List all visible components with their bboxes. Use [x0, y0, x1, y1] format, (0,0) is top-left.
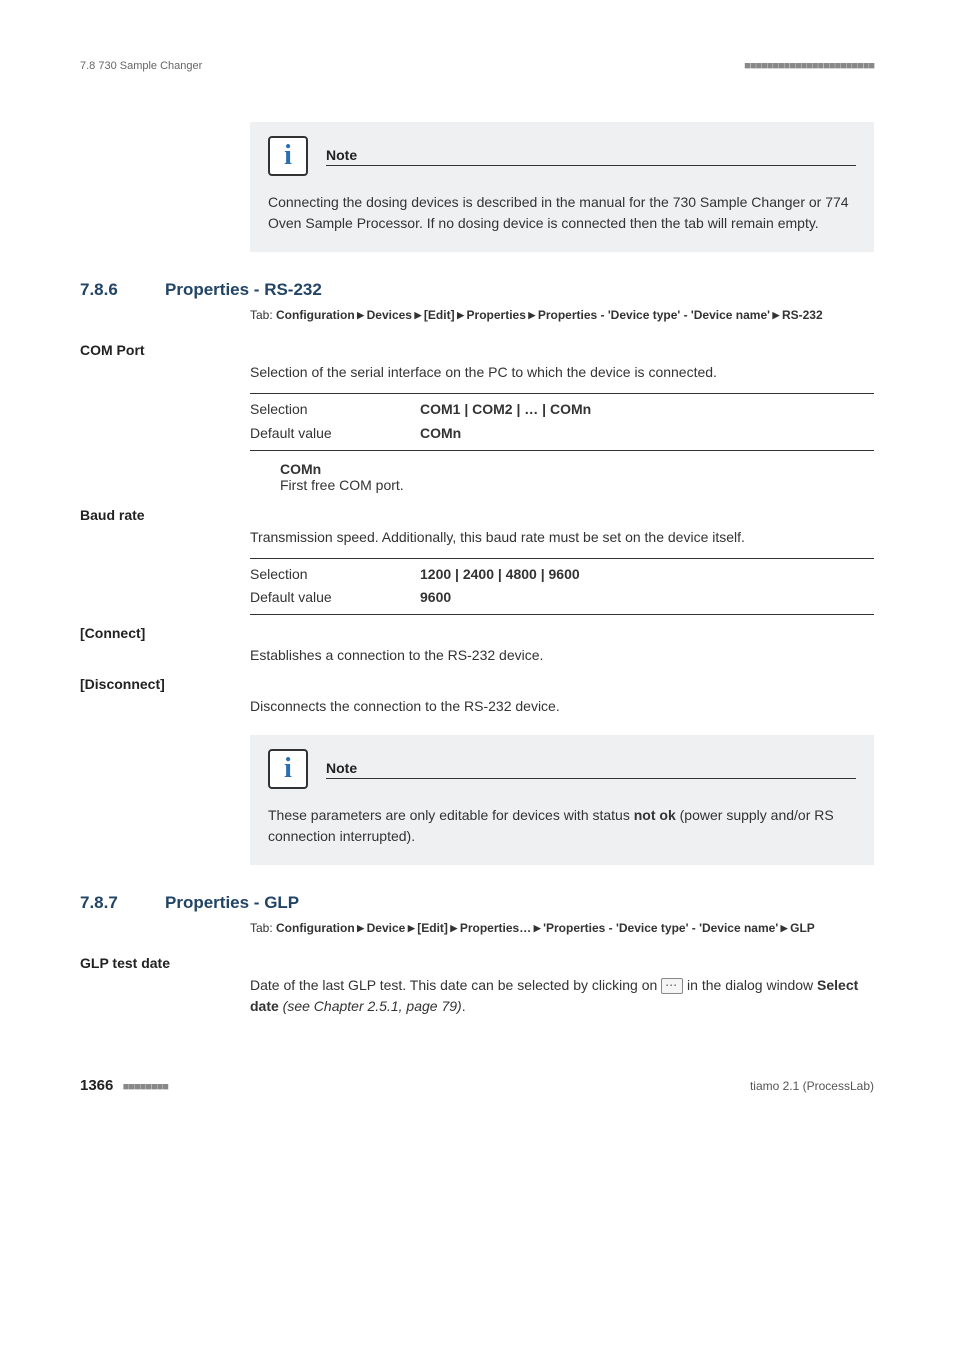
param-key: Default value	[250, 422, 420, 446]
param-key: Selection	[250, 563, 420, 587]
info-icon: i	[268, 749, 308, 789]
field-label-comport: COM Port	[80, 342, 874, 358]
sub-title: COMn	[280, 461, 874, 477]
ellipsis-button-icon[interactable]	[661, 978, 683, 994]
section-heading-787: 7.8.7 Properties - GLP	[80, 893, 874, 913]
note-body: These parameters are only editable for d…	[268, 805, 856, 847]
param-table-baud: Selection 1200 | 2400 | 4800 | 9600 Defa…	[250, 558, 874, 616]
field-desc-disconnect: Disconnects the connection to the RS-232…	[250, 696, 874, 717]
page-header: 7.8 730 Sample Changer ■■■■■■■■■■■■■■■■■…	[80, 60, 874, 72]
section-number: 7.8.6	[80, 280, 165, 300]
header-section: 7.8 730 Sample Changer	[80, 60, 202, 72]
param-val: 9600	[420, 586, 451, 610]
header-dots: ■■■■■■■■■■■■■■■■■■■■■■■	[744, 60, 874, 72]
note-box-editable: i Note These parameters are only editabl…	[250, 735, 874, 865]
note-title: Note	[326, 147, 856, 166]
info-icon: i	[268, 136, 308, 176]
field-label-glp: GLP test date	[80, 955, 874, 971]
note-body: Connecting the dosing devices is describ…	[268, 192, 856, 234]
field-desc-comport: Selection of the serial interface on the…	[250, 362, 874, 383]
param-val: COMn	[420, 422, 461, 446]
tab-path-787: Tab: Configuration ▶ Device ▶ [Edit] ▶ P…	[250, 919, 874, 937]
param-val: COM1 | COM2 | … | COMn	[420, 398, 591, 422]
footer-product: tiamo 2.1 (ProcessLab)	[750, 1079, 874, 1093]
param-val: 1200 | 2400 | 4800 | 9600	[420, 563, 580, 587]
section-title: Properties - GLP	[165, 893, 299, 913]
tab-path-786: Tab: Configuration ▶ Devices ▶ [Edit] ▶ …	[250, 306, 874, 324]
note-title: Note	[326, 760, 856, 779]
param-key: Default value	[250, 586, 420, 610]
page-footer: 1366 ■■■■■■■■ tiamo 2.1 (ProcessLab)	[80, 1077, 874, 1094]
field-label-baud: Baud rate	[80, 507, 874, 523]
section-number: 7.8.7	[80, 893, 165, 913]
sub-desc: First free COM port.	[280, 477, 874, 493]
field-desc-glp: Date of the last GLP test. This date can…	[250, 975, 874, 1017]
section-title: Properties - RS-232	[165, 280, 322, 300]
section-heading-786: 7.8.6 Properties - RS-232	[80, 280, 874, 300]
param-table-comport: Selection COM1 | COM2 | … | COMn Default…	[250, 393, 874, 451]
note-box-dosing: i Note Connecting the dosing devices is …	[250, 122, 874, 252]
field-label-connect: [Connect]	[80, 625, 874, 641]
field-desc-baud: Transmission speed. Additionally, this b…	[250, 527, 874, 548]
field-desc-connect: Establishes a connection to the RS-232 d…	[250, 645, 874, 666]
sub-block-comn: COMn First free COM port.	[280, 461, 874, 493]
page-number: 1366	[80, 1077, 113, 1094]
field-label-disconnect: [Disconnect]	[80, 676, 874, 692]
param-key: Selection	[250, 398, 420, 422]
footer-dots: ■■■■■■■■	[123, 1081, 168, 1093]
